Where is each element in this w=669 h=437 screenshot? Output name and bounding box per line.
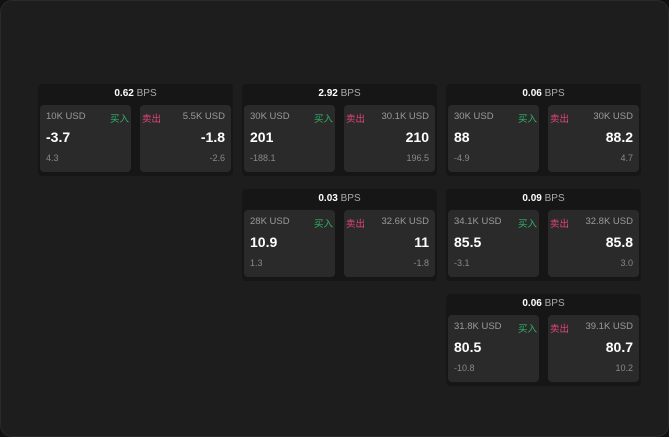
- spread-unit: BPS: [544, 88, 565, 99]
- bid-size: 28K USD: [250, 216, 290, 227]
- bid-size: 10K USD: [46, 111, 86, 122]
- quote-panel: 0.03 BPS 28K USD 买入 10.9 1.3 卖出 32.6K US…: [242, 189, 437, 281]
- buy-label: 买入: [109, 114, 129, 125]
- bid-price: 10.9: [250, 234, 278, 250]
- bid-size: 31.8K USD: [454, 321, 502, 332]
- sell-button[interactable]: 卖出 32.8K USD 85.8 3.0: [548, 210, 639, 277]
- spread-value: 0.06: [522, 88, 542, 99]
- sell-button[interactable]: 卖出 5.5K USD -1.8 -2.6: [140, 105, 231, 172]
- spread-value: 0.09: [522, 193, 542, 204]
- bid-change: -188.1: [250, 153, 276, 163]
- buy-label: 买入: [517, 219, 537, 230]
- buy-button[interactable]: 31.8K USD 买入 80.5 -10.8: [448, 315, 539, 382]
- bid-price: 201: [250, 129, 274, 145]
- ask-price: 85.8: [605, 234, 633, 250]
- spread-unit: BPS: [544, 193, 565, 204]
- sell-label: 卖出: [550, 219, 570, 230]
- spread-value: 2.92: [318, 88, 338, 99]
- ask-change: 196.5: [406, 153, 429, 163]
- sell-button[interactable]: 卖出 39.1K USD 80.7 10.2: [548, 315, 639, 382]
- buy-button[interactable]: 30K USD 买入 88 -4.9: [448, 105, 539, 172]
- ask-change: -1.8: [413, 258, 429, 268]
- ask-price: 80.7: [605, 339, 633, 355]
- bid-change: -10.8: [454, 363, 475, 373]
- bid-change: 1.3: [250, 258, 263, 268]
- quote-panel: 0.06 BPS 30K USD 买入 88 -4.9 卖出 30K USD 8…: [446, 84, 641, 176]
- ask-size: 32.6K USD: [381, 216, 429, 227]
- ask-change: -2.6: [209, 153, 225, 163]
- sell-label: 卖出: [142, 114, 162, 125]
- quote-panel: 0.62 BPS 10K USD 买入 -3.7 4.3 卖出 5.5K USD…: [38, 84, 233, 176]
- ask-size: 30.1K USD: [381, 111, 429, 122]
- spread-header: 0.06 BPS: [446, 294, 641, 314]
- bid-price: -3.7: [46, 129, 71, 145]
- spread-unit: BPS: [136, 88, 157, 99]
- sell-label: 卖出: [550, 324, 570, 335]
- spread-unit: BPS: [340, 88, 361, 99]
- sell-label: 卖出: [346, 219, 366, 230]
- buy-button[interactable]: 30K USD 买入 201 -188.1: [244, 105, 335, 172]
- buy-label: 买入: [517, 324, 537, 335]
- sell-button[interactable]: 卖出 32.6K USD 11 -1.8: [344, 210, 435, 277]
- bid-price: 80.5: [454, 339, 482, 355]
- bid-change: -4.9: [454, 153, 470, 163]
- buy-button[interactable]: 28K USD 买入 10.9 1.3: [244, 210, 335, 277]
- ask-size: 30K USD: [593, 111, 633, 122]
- bid-change: 4.3: [46, 153, 59, 163]
- buy-button[interactable]: 10K USD 买入 -3.7 4.3: [40, 105, 131, 172]
- buy-button[interactable]: 34.1K USD 买入 85.5 -3.1: [448, 210, 539, 277]
- ask-price: -1.8: [200, 129, 225, 145]
- ask-change: 4.7: [620, 153, 633, 163]
- bid-price: 88: [454, 129, 470, 145]
- bid-size: 30K USD: [250, 111, 290, 122]
- sell-label: 卖出: [550, 114, 570, 125]
- quote-panel: 0.09 BPS 34.1K USD 买入 85.5 -3.1 卖出 32.8K…: [446, 189, 641, 281]
- spread-value: 0.62: [114, 88, 134, 99]
- spread-unit: BPS: [544, 298, 565, 309]
- buy-label: 买入: [313, 114, 333, 125]
- sell-label: 卖出: [346, 114, 366, 125]
- ask-change: 10.2: [615, 363, 633, 373]
- ask-size: 39.1K USD: [585, 321, 633, 332]
- spread-header: 0.62 BPS: [38, 84, 233, 104]
- ask-price: 210: [405, 129, 429, 145]
- spread-header: 0.03 BPS: [242, 189, 437, 209]
- sell-button[interactable]: 卖出 30.1K USD 210 196.5: [344, 105, 435, 172]
- spread-unit: BPS: [340, 193, 361, 204]
- bid-price: 85.5: [454, 234, 482, 250]
- ask-price: 88.2: [605, 129, 633, 145]
- bid-change: -3.1: [454, 258, 470, 268]
- spread-header: 2.92 BPS: [242, 84, 437, 104]
- spread-header: 0.09 BPS: [446, 189, 641, 209]
- quote-panel: 2.92 BPS 30K USD 买入 201 -188.1 卖出 30.1K …: [242, 84, 437, 176]
- ask-size: 5.5K USD: [182, 111, 225, 122]
- bid-size: 34.1K USD: [454, 216, 502, 227]
- ask-size: 32.8K USD: [585, 216, 633, 227]
- bid-size: 30K USD: [454, 111, 494, 122]
- sell-button[interactable]: 卖出 30K USD 88.2 4.7: [548, 105, 639, 172]
- ask-change: 3.0: [620, 258, 633, 268]
- ask-price: 11: [414, 234, 429, 250]
- spread-value: 0.06: [522, 298, 542, 309]
- spread-header: 0.06 BPS: [446, 84, 641, 104]
- buy-label: 买入: [517, 114, 537, 125]
- quote-panel: 0.06 BPS 31.8K USD 买入 80.5 -10.8 卖出 39.1…: [446, 294, 641, 386]
- buy-label: 买入: [313, 219, 333, 230]
- spread-value: 0.03: [318, 193, 338, 204]
